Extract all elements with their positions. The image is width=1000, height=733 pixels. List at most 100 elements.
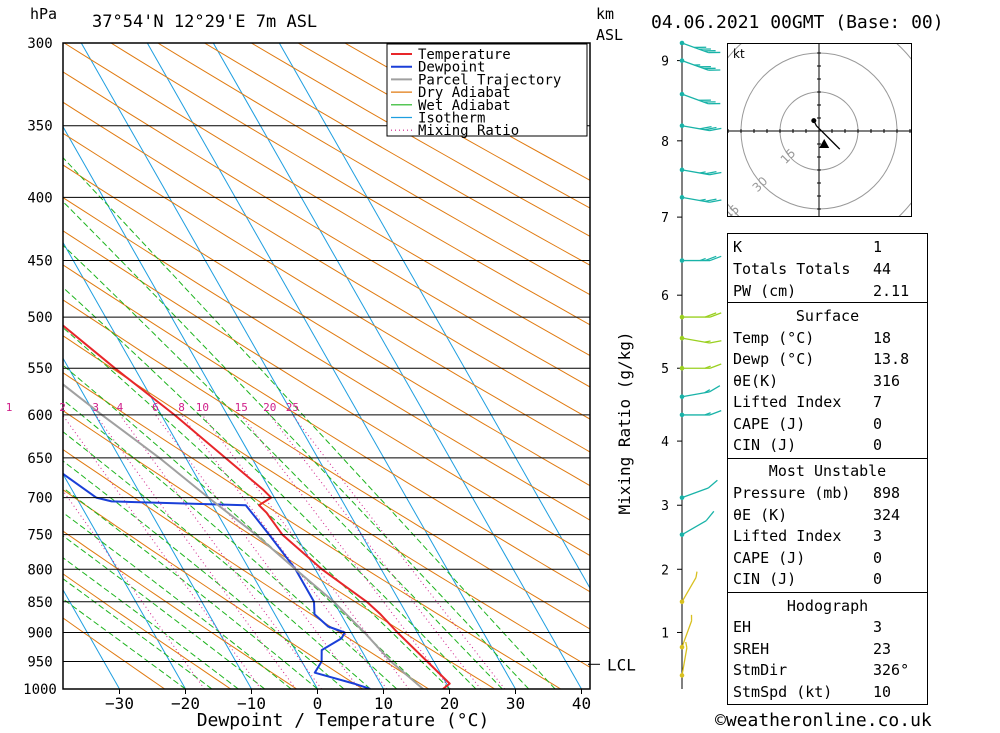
dry-adiabat-line: [63, 617, 165, 689]
wind-barb: [679, 510, 715, 537]
credit-link[interactable]: ©weatheronline.co.uk: [715, 710, 932, 731]
hodograph-header: Hodograph: [786, 597, 869, 615]
hodograph-start: [811, 118, 817, 124]
surface-label: CAPE (J): [733, 415, 806, 433]
mixing-ratio-label: 4: [117, 401, 124, 414]
surface-value: 0: [873, 436, 883, 454]
lcl-label: LCL: [607, 655, 636, 674]
wind-barb-staff: [681, 487, 709, 499]
index-value: 2.11: [873, 282, 910, 300]
dry-adiabat-line: [63, 230, 590, 557]
mu-label: CIN (J): [733, 570, 797, 588]
wind-barb-dot: [679, 394, 685, 400]
x-tick-label: −30: [105, 694, 134, 713]
wind-barb-flag: [704, 126, 717, 131]
km-label: 5: [661, 362, 669, 377]
pressure-label: 550: [27, 361, 52, 377]
wind-barb: [679, 614, 693, 650]
wet-adiabat-line: [63, 244, 503, 689]
pressure-label: 900: [27, 625, 52, 641]
mixing-ratio-label: 6: [152, 401, 159, 414]
x-tick-label: −20: [171, 694, 200, 713]
isotherm-line: [63, 125, 384, 689]
wind-barb-dot: [679, 258, 685, 263]
pressure-label: 800: [27, 562, 52, 578]
km-label: 3: [661, 499, 669, 514]
mu-value: 0: [873, 549, 883, 567]
mixing-ratio-label: 10: [196, 401, 209, 414]
km-label: 1: [661, 626, 669, 641]
wind-barb-flag: [699, 257, 706, 262]
mixing-ratio-label: 2: [59, 401, 66, 414]
pressure-label: 1000: [23, 682, 57, 698]
wet-adiabat-line: [63, 557, 239, 689]
wind-barb-dot: [679, 91, 685, 97]
pressure-label: 450: [27, 254, 52, 270]
storm-motion-marker: [819, 139, 830, 148]
wind-barb: [679, 255, 722, 263]
mixing-ratio-line: [240, 414, 451, 689]
x-axis-label: Dewpoint / Temperature (°C): [197, 710, 490, 731]
isotherm-line: [212, 43, 582, 689]
surface-value: 13.8: [873, 350, 910, 368]
wind-barb-dot: [679, 335, 685, 341]
pressure-label: 750: [27, 528, 52, 544]
isotherm-line: [63, 588, 120, 689]
km-label: 4: [661, 435, 669, 450]
mixing-ratio-label: 20: [263, 401, 276, 414]
wind-barb-flag: [704, 198, 717, 202]
index-label: Totals Totals: [733, 260, 851, 278]
hodograph-trace: [813, 120, 841, 150]
wind-barb-staff: [681, 620, 693, 648]
wet-adiabat-line: [63, 460, 345, 689]
wind-barb-dot: [679, 495, 685, 500]
surface-label: Dewp (°C): [733, 350, 815, 368]
wind-barb-dot: [679, 58, 685, 63]
wind-barb-flag: [704, 389, 711, 394]
wind-barb: [679, 167, 722, 176]
wind-barb-flag: [709, 385, 721, 393]
wind-barb: [679, 91, 721, 105]
mu-value: 324: [873, 506, 901, 524]
wind-barb-staff: [681, 647, 688, 676]
isotherm-line: [80, 43, 450, 689]
x-tick-label: 40: [572, 694, 591, 713]
pressure-label: 400: [27, 190, 52, 206]
hodo-label: SREH: [733, 640, 770, 658]
mu-value: 898: [873, 484, 901, 502]
hodo-value: 3: [873, 618, 883, 636]
wind-barb: [679, 385, 721, 400]
isotherm-line: [63, 473, 186, 689]
surface-label: θE(K): [733, 372, 779, 390]
isotherm-line: [278, 43, 590, 590]
wind-barb-flag: [704, 255, 717, 262]
mu-label: Lifted Index: [733, 527, 842, 545]
dry-adiabat-line: [63, 299, 590, 630]
x-tick-label: 20: [440, 694, 459, 713]
wind-barb-flag: [704, 365, 711, 369]
mixing-ratio-label: 15: [235, 401, 248, 414]
wind-barb-flag: [695, 571, 698, 578]
wind-barb-flag: [699, 125, 712, 130]
wet-adiabat-line: [63, 431, 371, 689]
mixing-ratio-line: [155, 414, 360, 689]
hodo-value: 326°: [873, 661, 910, 679]
dry-adiabat-line: [204, 43, 590, 266]
hodograph-ring-label: 15: [778, 146, 799, 167]
units-km: km: [596, 5, 615, 23]
dry-adiabat-line: [63, 335, 590, 668]
mu-value: 3: [873, 527, 883, 545]
units-asl: ASL: [596, 26, 624, 44]
wind-barb-dot: [679, 40, 685, 46]
km-label: 8: [661, 135, 669, 150]
hodo-label: StmSpd (kt): [733, 683, 833, 701]
surface-value: 316: [873, 372, 901, 390]
pressure-label: 700: [27, 491, 52, 507]
wind-barb-staff: [681, 577, 697, 603]
surface-label: CIN (J): [733, 436, 797, 454]
wind-barb-flag: [685, 641, 688, 648]
hodo-value: 23: [873, 640, 892, 658]
index-value: 1: [873, 238, 883, 256]
